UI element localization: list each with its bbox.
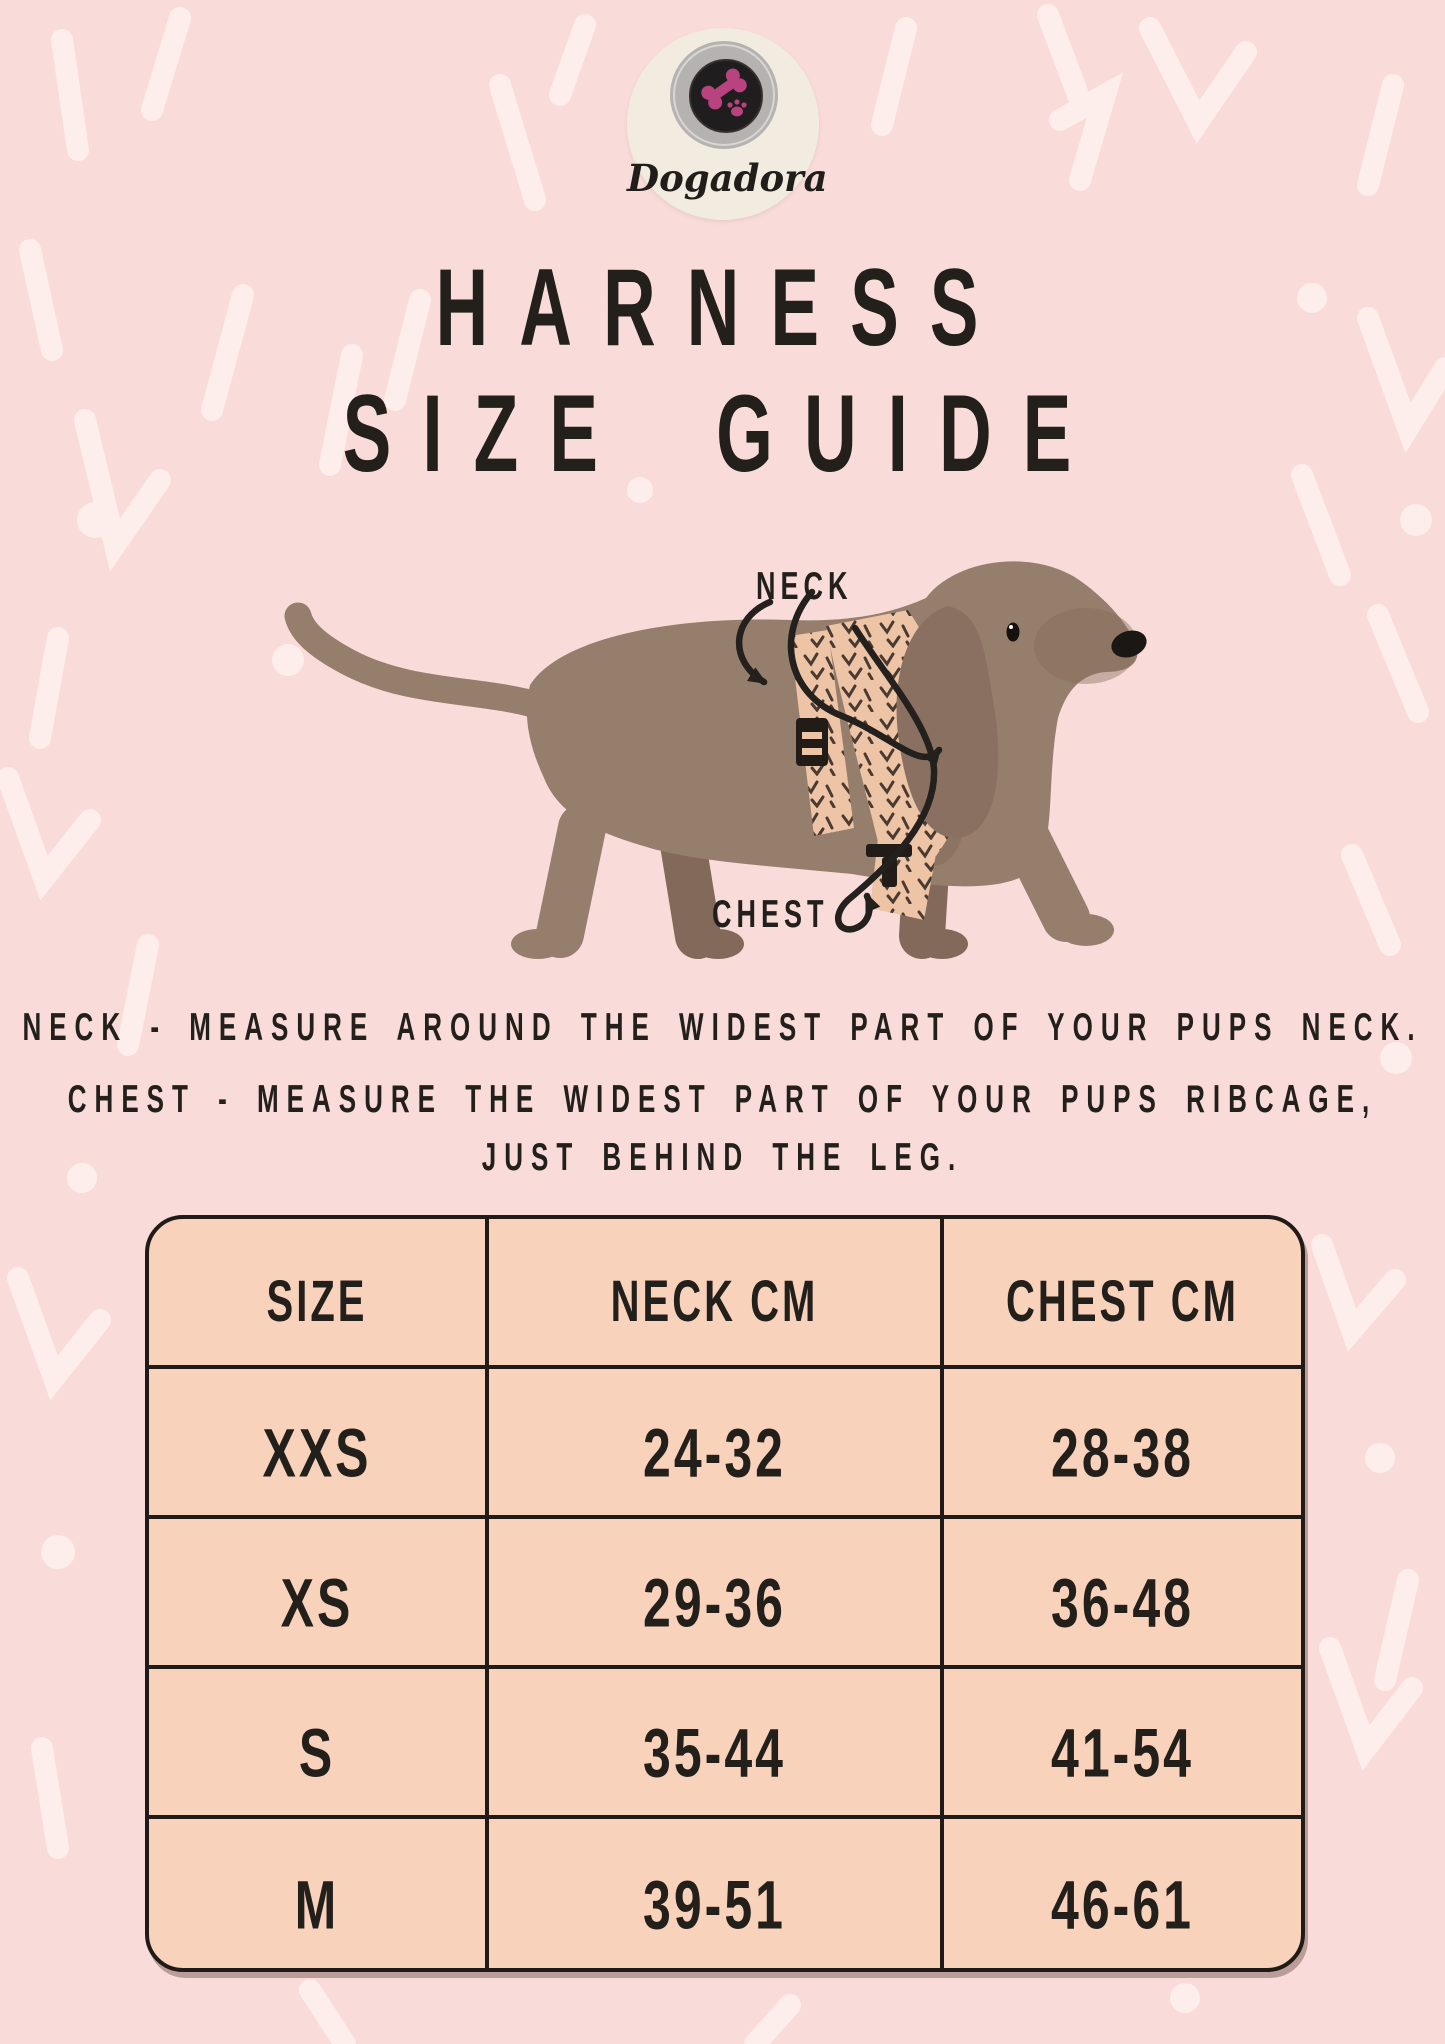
table-row-xxs-size: XXS [149,1369,489,1519]
paw-print-icon [727,99,747,117]
table-row-xs-chest: 36-48 [944,1519,1301,1669]
instruction-neck: NECK - MEASURE AROUND THE WIDEST PART OF… [22,1004,1423,1049]
dog-eye [1006,622,1020,642]
instruction-chest-cont: JUST BEHIND THE LEG. [481,1134,964,1179]
table-row-s-chest: 41-54 [944,1669,1301,1819]
table-row-s-size: S [149,1669,489,1819]
table-row-xxs-chest: 28-38 [944,1369,1301,1519]
chest-label: CHEST [712,892,829,936]
brand-name: Dogadora [627,156,828,200]
table-row-m-size: M [149,1819,489,1968]
logo-ring [670,41,778,149]
dog-nose [1111,630,1147,658]
dog-tail [284,602,554,720]
dog-front-leg [994,798,1090,942]
size-table-header-neck: NECK CM [489,1219,944,1369]
size-table-header-chest: CHEST CM [944,1219,1301,1369]
dog-ear [896,606,999,838]
brand-logo: Dogadora [627,28,828,220]
table-row-m-chest: 46-61 [1051,1865,1194,1944]
table-row-s-neck: 35-44 [489,1669,944,1819]
table-row-xxs-neck: 24-32 [489,1369,944,1519]
size-table-header-size: SIZE [149,1219,489,1369]
page-title-line-2: SIZE GUIDE [342,373,1103,496]
instruction-chest: CHEST - MEASURE THE WIDEST PART OF YOUR … [67,1076,1378,1121]
measure-arrows-icon [736,588,943,933]
dog-rear-leg [536,804,606,958]
table-row-xs-size: XS [149,1519,489,1669]
page-title-line-1: HARNESS [435,247,1010,370]
neck-label: NECK [756,564,853,608]
size-table: SIZE NECK CM CHEST CM XXS 24-32 28-38 XS… [145,1215,1305,1972]
logo-sketch-ring [673,44,775,146]
logo-center-disc [689,59,763,133]
bone-icon [701,68,747,117]
table-row-xs-neck: 29-36 [489,1519,944,1669]
table-row-m-neck: 39-51 [489,1819,944,1968]
dog-harness-diagram [284,561,1147,959]
